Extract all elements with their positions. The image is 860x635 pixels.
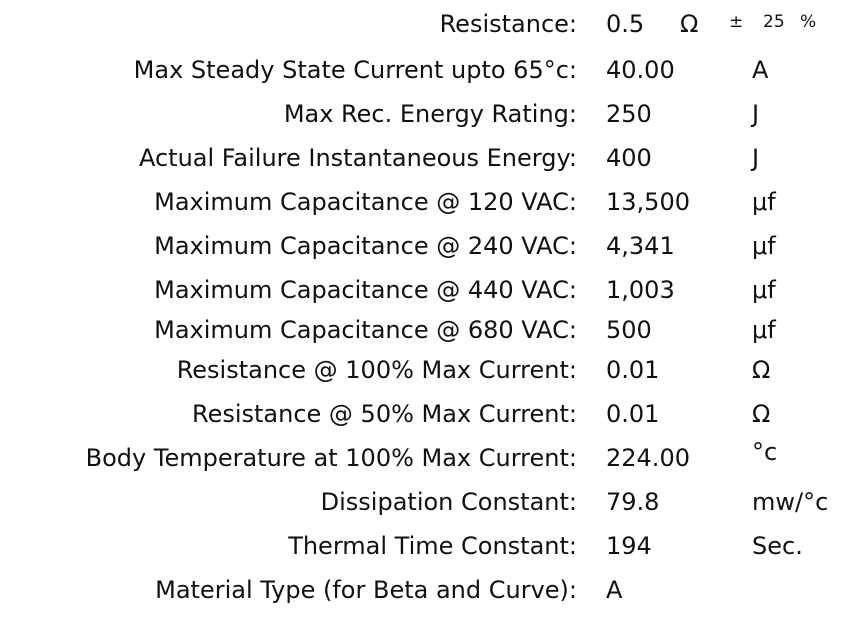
- spec-label: Maximum Capacitance @ 240 VAC:: [154, 232, 577, 260]
- spec-row-dissipation: Dissipation Constant: 79.8 mw/°c: [0, 485, 860, 519]
- spec-row-resistance-100: Resistance @ 100% Max Current: 0.01 Ω: [0, 353, 860, 387]
- spec-unit: Sec.: [752, 532, 803, 560]
- spec-label: Thermal Time Constant:: [288, 532, 577, 560]
- spec-label: Maximum Capacitance @ 440 VAC:: [154, 276, 577, 304]
- spec-row-max-current: Max Steady State Current upto 65°c: 40.0…: [0, 53, 860, 87]
- spec-label: Resistance:: [439, 10, 577, 38]
- spec-row-material-type: Material Type (for Beta and Curve): A: [0, 573, 860, 607]
- spec-label: Resistance @ 100% Max Current:: [176, 356, 577, 384]
- spec-value: 500: [606, 316, 652, 344]
- spec-value: 13,500: [606, 188, 690, 216]
- spec-label: Maximum Capacitance @ 120 VAC:: [154, 188, 577, 216]
- spec-unit: μf: [752, 316, 776, 344]
- spec-row-capacitance-680: Maximum Capacitance @ 680 VAC: 500 μf: [0, 313, 860, 347]
- spec-unit: mw/°c: [752, 488, 829, 516]
- spec-value: A: [606, 576, 623, 604]
- spec-value: 4,341: [606, 232, 675, 260]
- spec-label: Body Temperature at 100% Max Current:: [85, 444, 577, 472]
- spec-value: 40.00: [606, 56, 675, 84]
- spec-unit: J: [752, 100, 760, 128]
- tolerance-unit: %: [800, 12, 817, 32]
- spec-row-body-temperature: Body Temperature at 100% Max Current: 22…: [0, 438, 860, 475]
- spec-unit: μf: [752, 188, 776, 216]
- spec-value: 0.5: [606, 10, 645, 38]
- tolerance-value: 25: [763, 12, 785, 32]
- spec-unit: μf: [752, 276, 776, 304]
- spec-unit: A: [752, 56, 769, 84]
- spec-value: 0.01: [606, 356, 660, 384]
- spec-unit: Ω: [752, 356, 771, 384]
- spec-row-resistance: Resistance: 0.5 Ω ± 25 %: [0, 7, 860, 41]
- spec-row-capacitance-240: Maximum Capacitance @ 240 VAC: 4,341 μf: [0, 229, 860, 263]
- spec-value: 400: [606, 144, 652, 172]
- spec-row-resistance-50: Resistance @ 50% Max Current: 0.01 Ω: [0, 397, 860, 431]
- tolerance-sign: ±: [729, 12, 744, 32]
- spec-value: 250: [606, 100, 652, 128]
- spec-label: Max Rec. Energy Rating:: [283, 100, 577, 128]
- spec-value: 1,003: [606, 276, 675, 304]
- spec-unit: °c: [752, 438, 778, 466]
- spec-value: 194: [606, 532, 652, 560]
- spec-row-energy-rating: Max Rec. Energy Rating: 250 J: [0, 97, 860, 131]
- spec-label: Maximum Capacitance @ 680 VAC:: [154, 316, 577, 344]
- spec-label: Actual Failure Instantaneous Energy:: [138, 144, 577, 172]
- spec-unit: μf: [752, 232, 776, 260]
- spec-label: Material Type (for Beta and Curve):: [155, 576, 577, 604]
- spec-row-capacitance-120: Maximum Capacitance @ 120 VAC: 13,500 μf: [0, 185, 860, 219]
- spec-unit: J: [752, 144, 760, 172]
- spec-value: 0.01: [606, 400, 660, 428]
- spec-unit: Ω: [680, 10, 699, 38]
- spec-label: Resistance @ 50% Max Current:: [191, 400, 577, 428]
- spec-row-failure-energy: Actual Failure Instantaneous Energy: 400…: [0, 141, 860, 175]
- spec-label: Max Steady State Current upto 65°c:: [133, 56, 577, 84]
- spec-value: 224.00: [606, 444, 690, 472]
- spec-label: Dissipation Constant:: [320, 488, 577, 516]
- spec-row-thermal-time: Thermal Time Constant: 194 Sec.: [0, 529, 860, 563]
- spec-row-capacitance-440: Maximum Capacitance @ 440 VAC: 1,003 μf: [0, 273, 860, 307]
- spec-unit: Ω: [752, 400, 771, 428]
- spec-value: 79.8: [606, 488, 660, 516]
